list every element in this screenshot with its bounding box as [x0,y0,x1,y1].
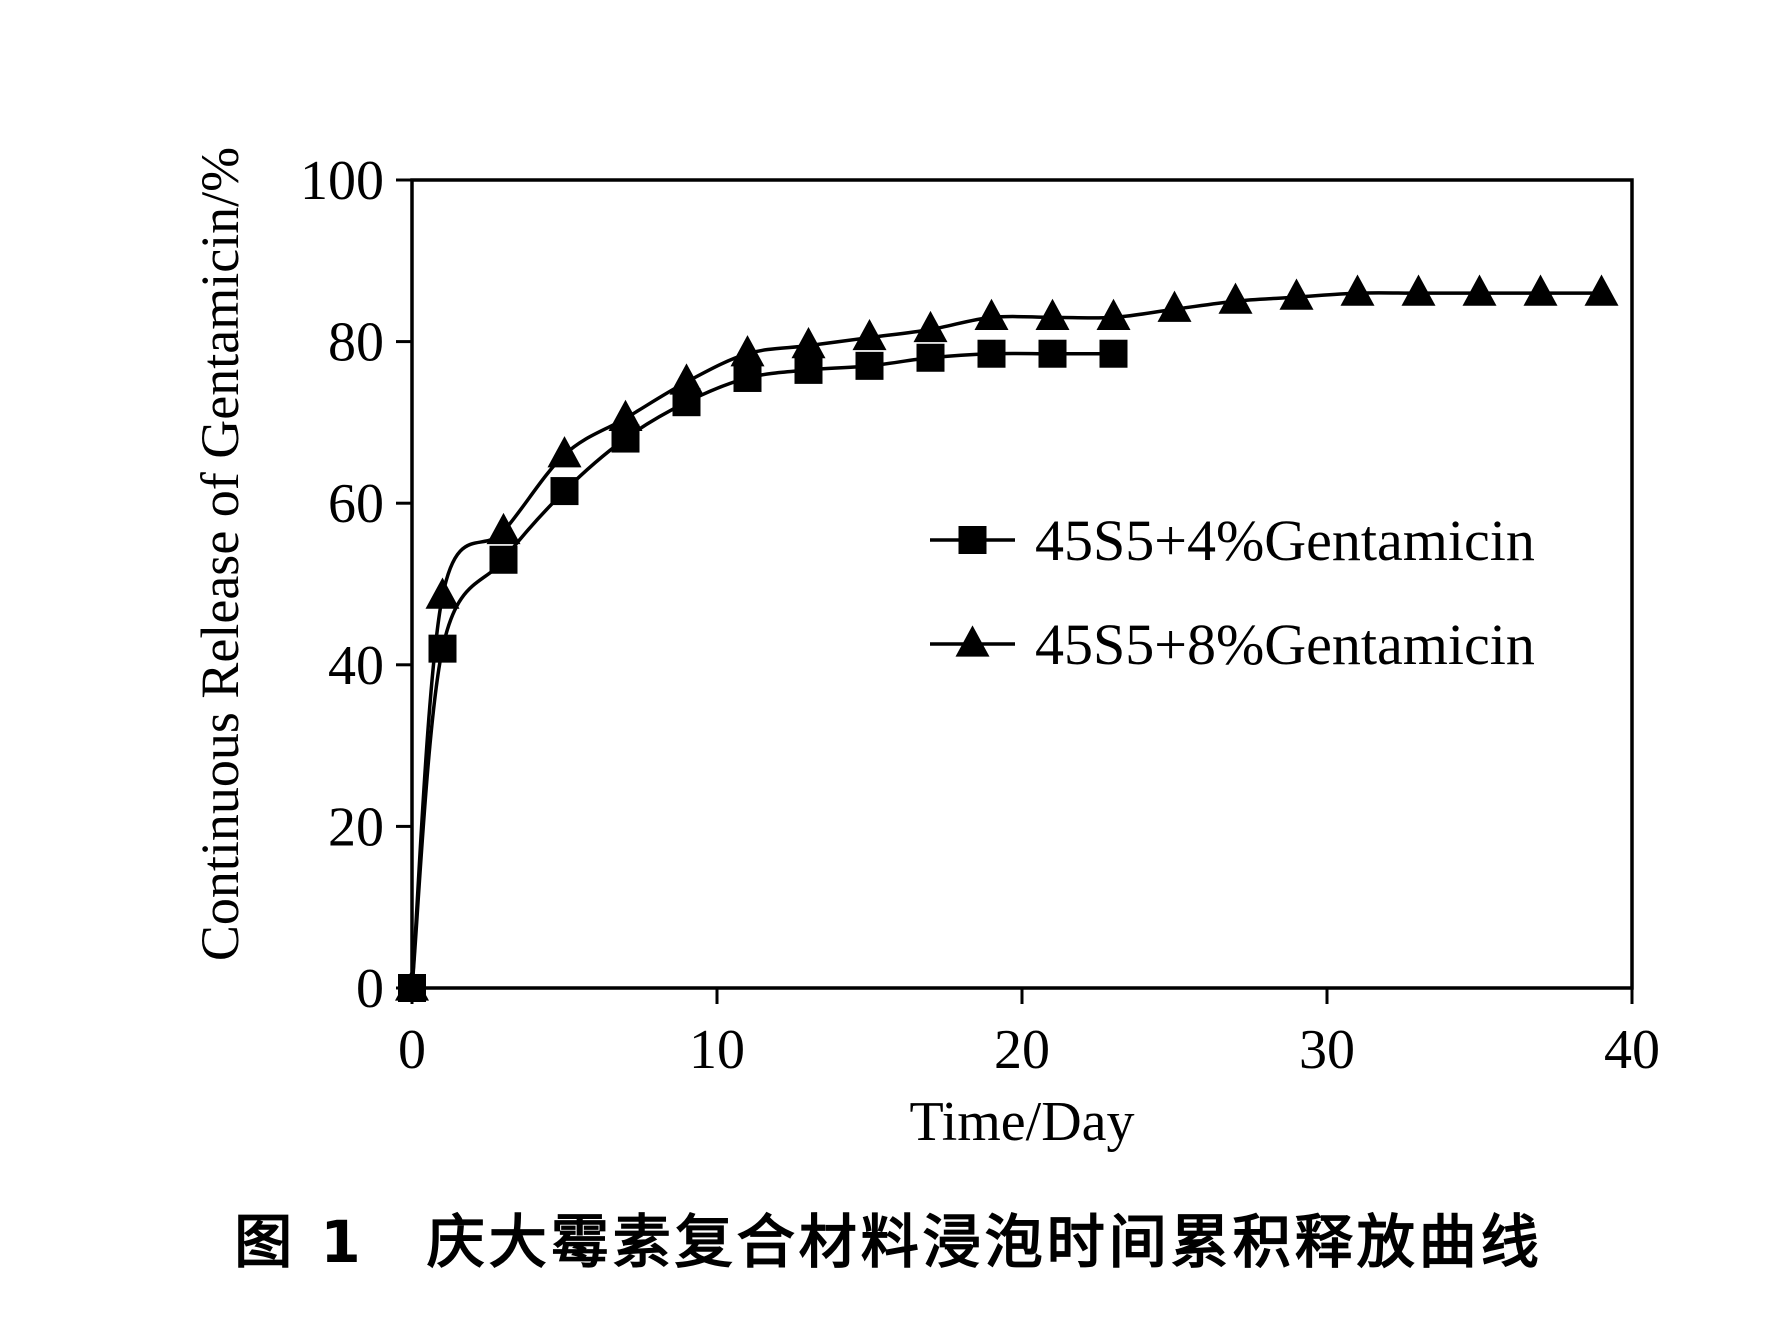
y-tick-label: 100 [300,150,384,212]
x-tick-label: 0 [398,1019,426,1081]
data-point-square [794,355,823,384]
legend-label: 45S5+8%Gentamicin [1035,612,1535,677]
data-point-square [550,477,579,506]
data-point-triangle [1218,282,1253,314]
x-axis-label: Time/Day [909,1091,1134,1153]
legend-item: 45S5+4%Gentamicin [930,508,1535,573]
legend-item: 45S5+8%Gentamicin [930,612,1535,677]
y-tick-label: 80 [328,312,384,374]
x-tick-label: 10 [689,1019,745,1081]
data-point-triangle [608,399,643,431]
data-point-triangle [395,969,429,1001]
data-point-triangle [1279,278,1314,310]
data-point-triangle [1584,274,1619,306]
x-tick-label: 30 [1299,1019,1355,1081]
data-point-triangle [1035,298,1070,330]
data-point-triangle [852,318,887,351]
series-triangle [395,274,1619,1001]
plot-axes: 0 10 20 30 40 0 20 40 60 80 100 [300,150,1660,1081]
y-tick-label: 0 [356,958,384,1020]
data-point-triangle [730,335,765,367]
y-axis-label: Continuous Release of Gentamicin/% [190,147,250,961]
data-point-triangle [1096,298,1131,330]
data-point-triangle [547,436,582,468]
data-point-triangle [1523,274,1558,306]
data-point-triangle [1462,274,1497,306]
legend: 45S5+4%Gentamicin 45S5+8%Gentamicin [930,508,1535,677]
data-point-triangle [1157,290,1192,322]
data-point-square [977,339,1006,368]
y-tick-label: 60 [328,473,384,535]
data-point-triangle [791,327,826,359]
series-layer [395,274,1619,1002]
data-point-triangle [974,298,1009,330]
y-tick-label: 20 [328,796,384,858]
legend-marker-square [958,526,987,554]
data-point-square [1099,339,1128,368]
data-point-square [1038,339,1067,368]
plot-frame [410,178,1634,990]
data-point-triangle [1340,274,1375,306]
series-line [410,351,1114,989]
figure-caption: 图 1 庆大霉素复合材料浸泡时间累积释放曲线 [234,1208,1543,1276]
data-point-square [855,351,884,380]
data-point-square [733,363,762,392]
legend-label: 45S5+4%Gentamicin [1035,508,1535,573]
data-point-triangle [913,310,948,343]
legend-marker-triangle [955,625,990,657]
data-point-triangle [425,577,460,609]
data-point-triangle [486,512,521,545]
x-tick-label: 20 [994,1019,1050,1081]
y-tick-label: 40 [328,635,384,697]
data-point-triangle [669,363,704,395]
series-square [398,339,1128,1002]
x-tick-label: 40 [1604,1019,1660,1081]
data-point-square [916,343,945,372]
data-point-square [489,545,518,574]
data-point-triangle [1401,274,1436,306]
